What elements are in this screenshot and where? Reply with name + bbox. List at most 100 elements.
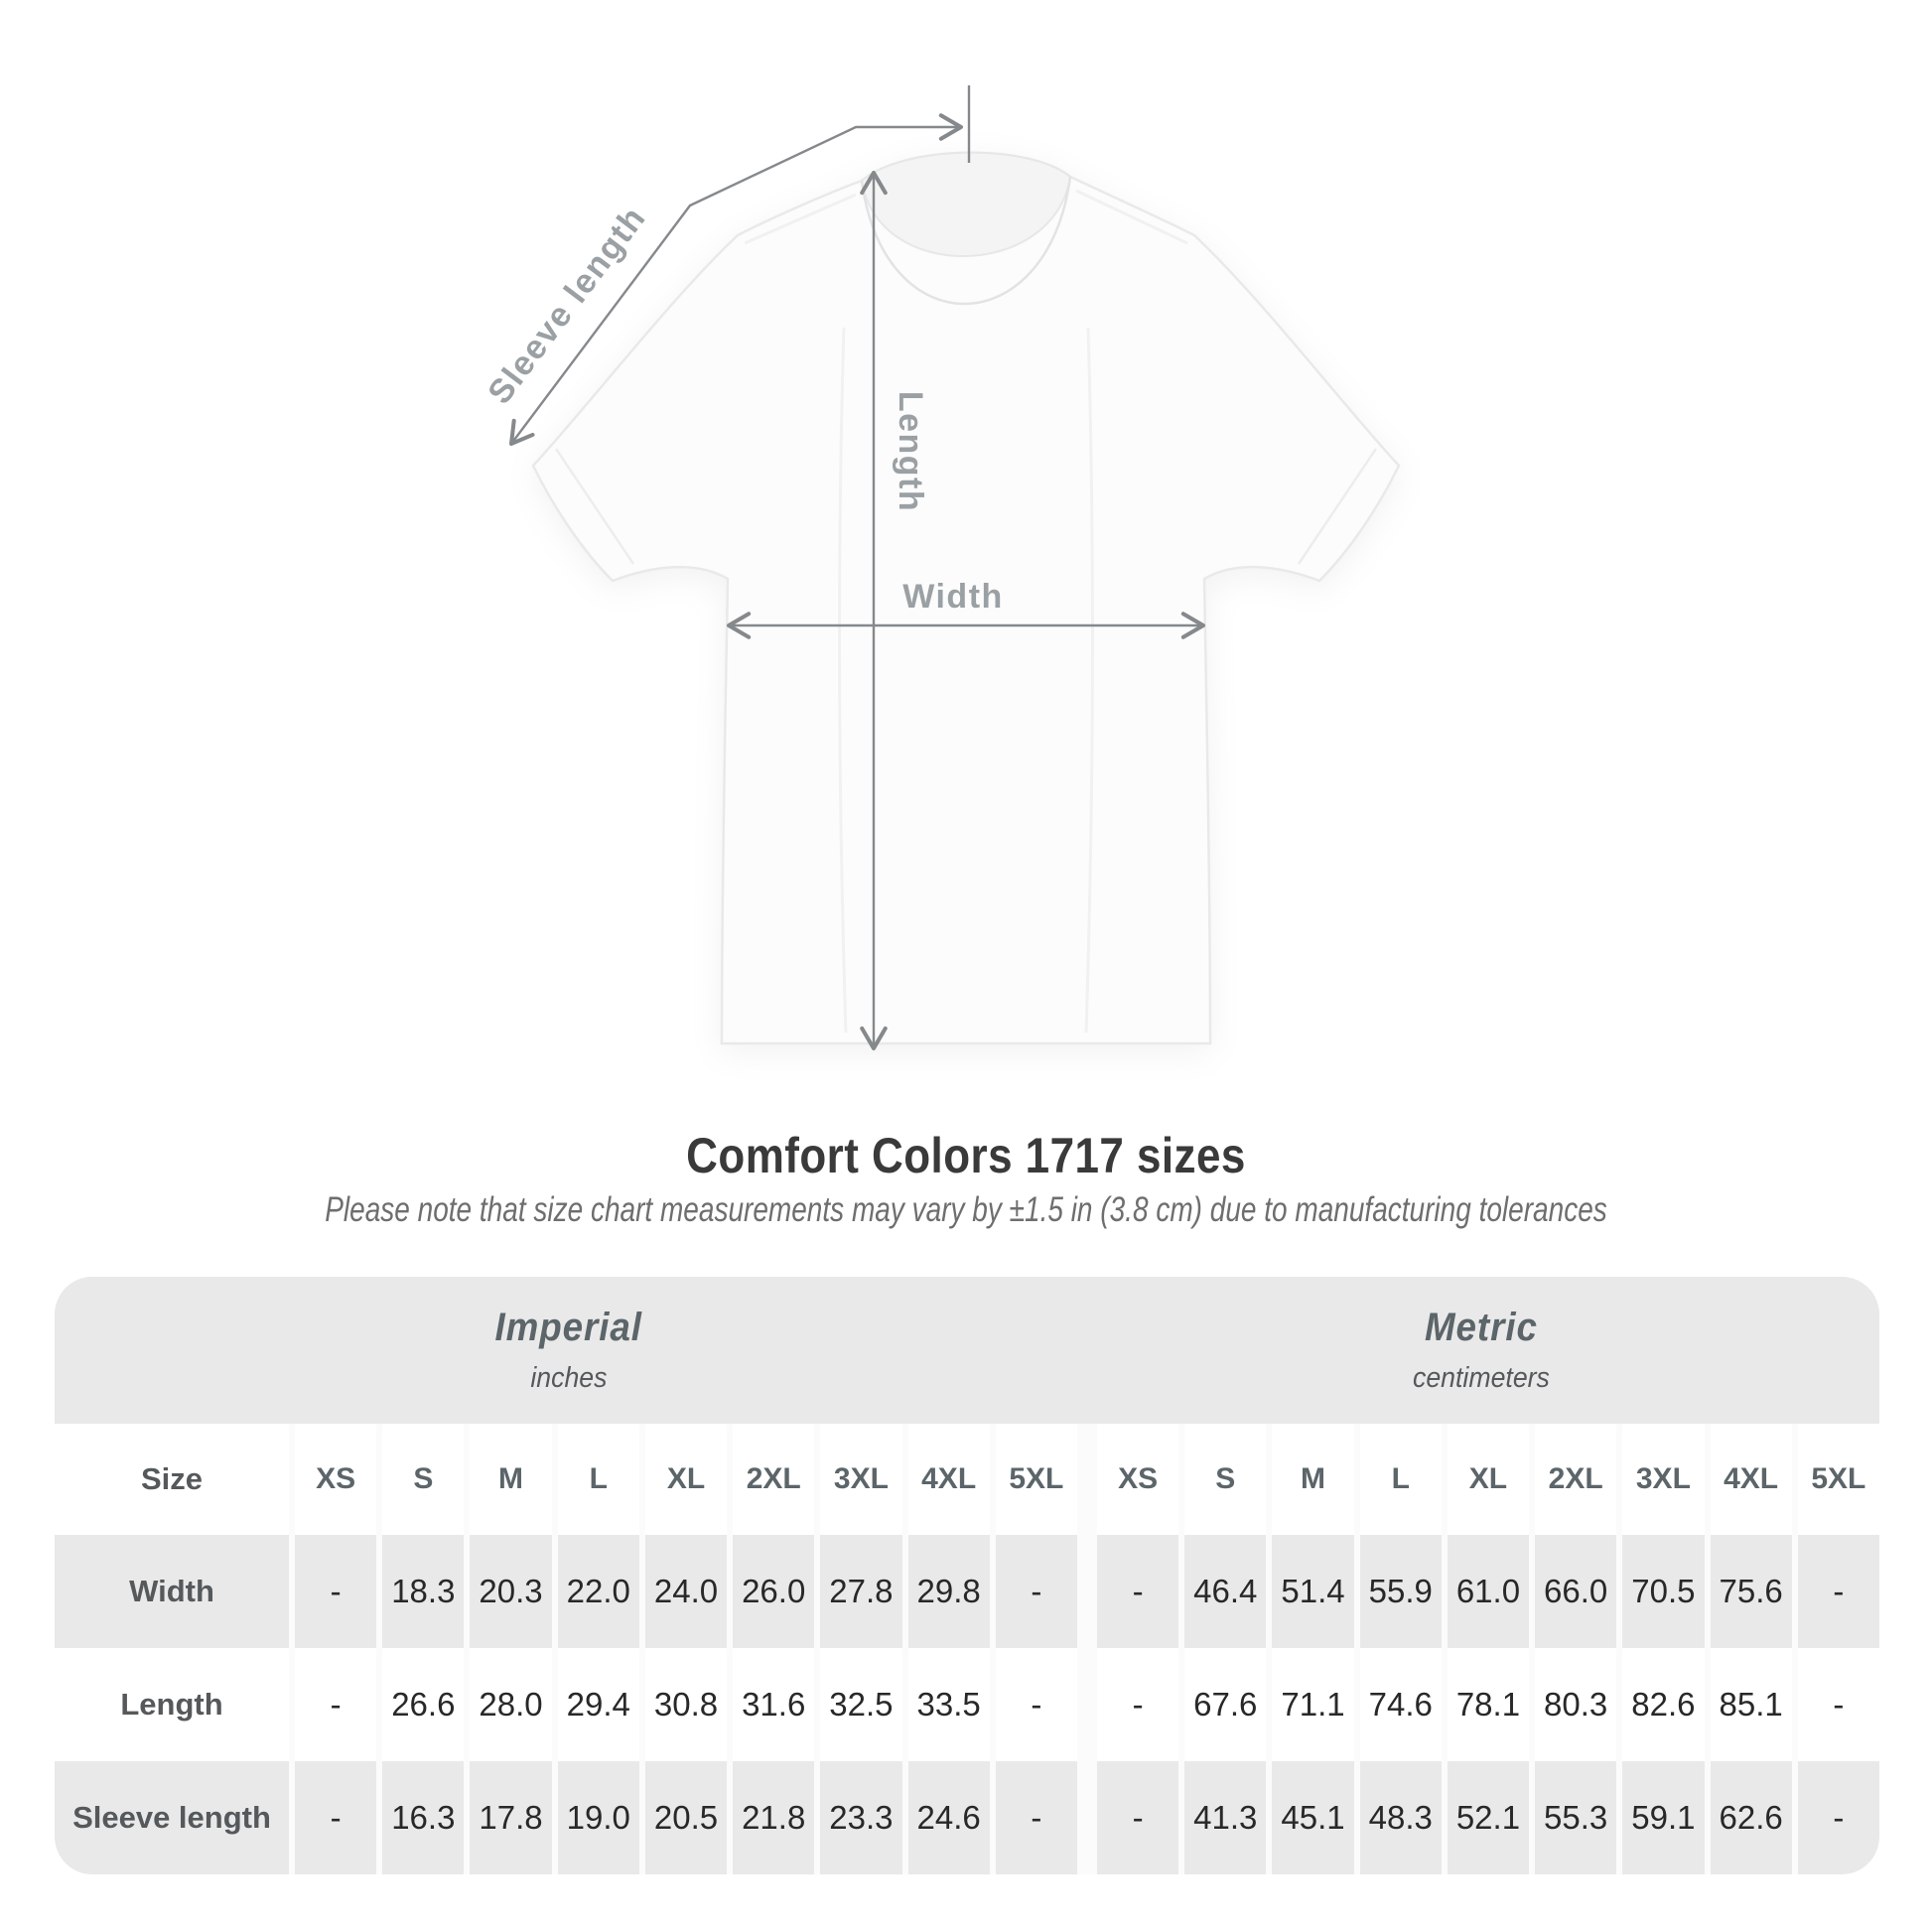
size-column-header: 5XL <box>989 1424 1077 1535</box>
units-band: Imperial inches Metric centimeters <box>55 1277 1879 1424</box>
measurement-value: 20.5 <box>638 1761 728 1874</box>
measurement-value: - <box>289 1648 377 1761</box>
measurement-value: 31.6 <box>727 1648 815 1761</box>
measurement-value: 78.1 <box>1441 1648 1530 1761</box>
measurement-value: 52.1 <box>1441 1761 1530 1874</box>
size-column-header: S <box>376 1424 465 1535</box>
tshirt-diagram: Sleeve length Length Width <box>481 85 1401 1051</box>
group-gap <box>1076 1648 1091 1761</box>
measurement-value: 26.0 <box>727 1535 815 1648</box>
measurement-value: - <box>1791 1535 1879 1648</box>
metric-group-header: Metric centimeters <box>1083 1277 1879 1424</box>
group-gap <box>1076 1535 1091 1648</box>
measurement-value: 21.8 <box>727 1761 815 1874</box>
measurement-value: 71.1 <box>1266 1648 1354 1761</box>
measurement-value: 55.9 <box>1353 1535 1442 1648</box>
size-column-header: 2XL <box>1529 1424 1617 1535</box>
size-column-header: 3XL <box>1616 1424 1705 1535</box>
measurement-value: 24.6 <box>901 1761 990 1874</box>
measurement-value: 66.0 <box>1529 1535 1617 1648</box>
length-row: Length - 26.6 28.0 29.4 30.8 31.6 32.5 3… <box>55 1648 1879 1761</box>
size-column-header: 3XL <box>814 1424 902 1535</box>
right-shoulder-seam <box>1075 189 1188 245</box>
measurement-value: 82.6 <box>1616 1648 1705 1761</box>
size-column-header: M <box>1266 1424 1354 1535</box>
size-header-cell: Size <box>55 1424 289 1535</box>
measurement-value: 46.4 <box>1178 1535 1267 1648</box>
group-gap <box>1076 1424 1091 1535</box>
measurement-value: 75.6 <box>1704 1535 1792 1648</box>
width-label: Width <box>902 578 1004 616</box>
measurement-value: - <box>989 1535 1077 1648</box>
fabric-fold-right <box>1084 327 1094 1034</box>
size-column-header: 5XL <box>1791 1424 1879 1535</box>
measurement-value: - <box>989 1648 1077 1761</box>
measurement-value: 27.8 <box>814 1535 902 1648</box>
measurement-value: 85.1 <box>1704 1648 1792 1761</box>
measurement-value: 51.4 <box>1266 1535 1354 1648</box>
measurement-value: 29.4 <box>551 1648 639 1761</box>
measurement-value: - <box>1791 1761 1879 1874</box>
measurement-value: 29.8 <box>901 1535 990 1648</box>
measurement-value: 74.6 <box>1353 1648 1442 1761</box>
page-title: Comfort Colors 1717 sizes <box>686 1128 1246 1183</box>
measurement-value: 61.0 <box>1441 1535 1530 1648</box>
size-column-header: 4XL <box>901 1424 990 1535</box>
measurement-value: 22.0 <box>551 1535 639 1648</box>
measurement-value: 18.3 <box>376 1535 465 1648</box>
size-table: Imperial inches Metric centimeters Size … <box>55 1277 1879 1874</box>
imperial-group-unit: inches <box>530 1362 608 1394</box>
measurement-value: 33.5 <box>901 1648 990 1761</box>
measurement-value: 41.3 <box>1178 1761 1267 1874</box>
size-column-header: 4XL <box>1704 1424 1792 1535</box>
tolerance-note: Please note that size chart measurements… <box>325 1190 1607 1229</box>
size-column-header: 2XL <box>727 1424 815 1535</box>
measurement-value: 23.3 <box>814 1761 902 1874</box>
measurement-value: - <box>289 1535 377 1648</box>
measurement-value: 32.5 <box>814 1648 902 1761</box>
measurement-value: - <box>1090 1648 1179 1761</box>
sleeve-length-line <box>508 113 964 447</box>
size-column-header: L <box>551 1424 639 1535</box>
size-measurements-table: Size XS S M L XL 2XL 3XL 4XL 5XL XS S M … <box>55 1424 1879 1874</box>
sleeve-length-row: Sleeve length - 16.3 17.8 19.0 20.5 21.8… <box>55 1761 1879 1874</box>
measurement-value: 19.0 <box>551 1761 639 1874</box>
measurement-value: 62.6 <box>1704 1761 1792 1874</box>
size-column-header: XL <box>1441 1424 1530 1535</box>
measurement-value: - <box>1791 1648 1879 1761</box>
measurement-value: 16.3 <box>376 1761 465 1874</box>
measurement-value: - <box>1090 1761 1179 1874</box>
size-column-header: M <box>464 1424 552 1535</box>
measurement-value: - <box>989 1761 1077 1874</box>
measurement-value: 28.0 <box>464 1648 552 1761</box>
measurement-value: - <box>1090 1535 1179 1648</box>
measurement-value: 80.3 <box>1529 1648 1617 1761</box>
measurement-value: 55.3 <box>1529 1761 1617 1874</box>
measurement-value: 17.8 <box>464 1761 552 1874</box>
length-label: Length <box>892 391 929 512</box>
left-cuff-seam <box>554 448 635 565</box>
measurement-value: 59.1 <box>1616 1761 1705 1874</box>
row-label: Length <box>55 1648 289 1761</box>
measurement-value: 70.5 <box>1616 1535 1705 1648</box>
size-column-header: XS <box>1090 1424 1179 1535</box>
table-header-row: Size XS S M L XL 2XL 3XL 4XL 5XL XS S M … <box>55 1424 1879 1535</box>
imperial-group-header: Imperial inches <box>55 1277 1083 1424</box>
measurement-value: 30.8 <box>638 1648 728 1761</box>
measurement-value: 45.1 <box>1266 1761 1354 1874</box>
width-row: Width - 18.3 20.3 22.0 24.0 26.0 27.8 29… <box>55 1535 1879 1648</box>
measurement-value: 67.6 <box>1178 1648 1267 1761</box>
measurement-value: 26.6 <box>376 1648 465 1761</box>
metric-group-unit: centimeters <box>1413 1362 1550 1394</box>
size-column-header: XL <box>638 1424 728 1535</box>
measurement-value: 20.3 <box>464 1535 552 1648</box>
row-label: Width <box>55 1535 289 1648</box>
size-column-header: XS <box>289 1424 377 1535</box>
metric-group-title: Metric <box>1425 1306 1538 1349</box>
imperial-group-title: Imperial <box>494 1306 643 1349</box>
measurement-value: 24.0 <box>638 1535 728 1648</box>
size-column-header: S <box>1178 1424 1267 1535</box>
tshirt-measurement-figure: Sleeve length Length Width <box>481 85 1401 1051</box>
measurement-value: - <box>289 1761 377 1874</box>
row-label: Sleeve length <box>55 1761 289 1874</box>
